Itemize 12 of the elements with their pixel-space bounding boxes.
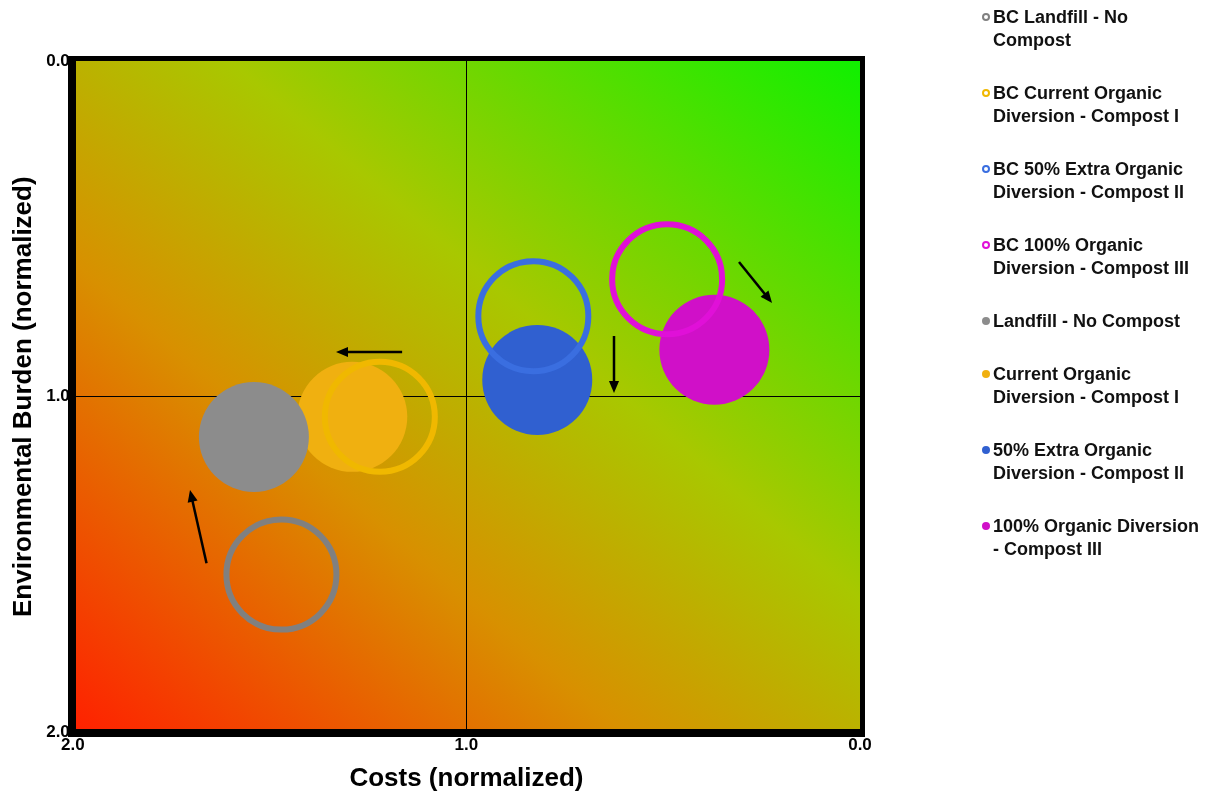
legend-label: 50% Extra Organic Diversion - Compost II	[993, 439, 1186, 485]
legend-label: Current Organic Diversion - Compost I	[993, 363, 1181, 409]
y-axis-title: Environmental Burden (normalized)	[6, 176, 37, 617]
legend-label: BC 50% Extra Organic Diversion - Compost II	[993, 158, 1186, 204]
x-tick-label: 0.0	[848, 735, 872, 755]
legend-label: 100% Organic Diversion - Compost III	[993, 515, 1201, 561]
x-axis-title: Costs (normalized)	[349, 761, 584, 792]
legend-label: BC Current Organic Diversion - Compost I	[993, 82, 1181, 128]
legend-label: BC 100% Organic Diversion - Compost III	[993, 234, 1191, 280]
legend-label: Landfill - No Compost	[993, 310, 1180, 333]
legend-label: BC Landfill - No Compost	[993, 6, 1129, 52]
x-tick-label: 1.0	[454, 735, 479, 755]
